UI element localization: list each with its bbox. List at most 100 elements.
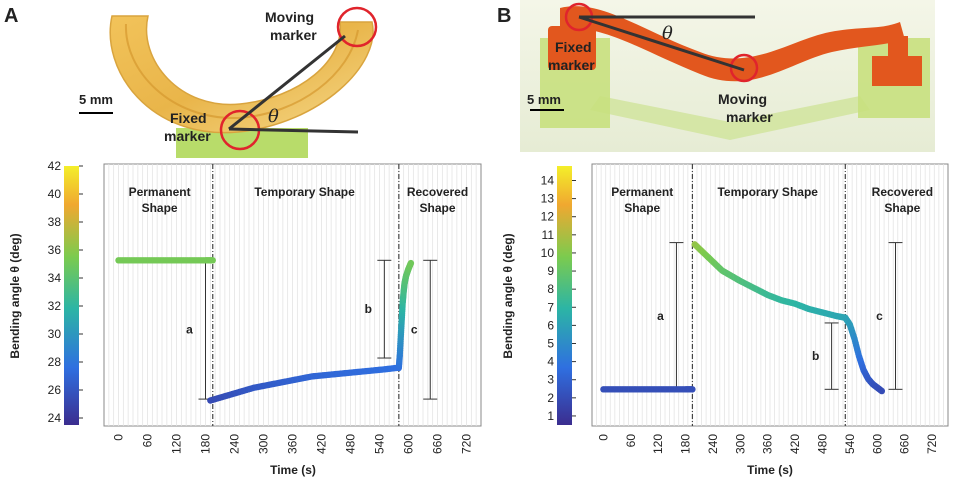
colorbar — [64, 166, 79, 425]
colorbar-tick-label: 40 — [48, 187, 62, 201]
x-tick-label: 0 — [596, 434, 610, 441]
fixed-marker-label-1: Fixed — [555, 39, 592, 55]
x-tick-label: 420 — [788, 434, 802, 454]
data-point — [209, 257, 216, 264]
x-tick-label: 0 — [112, 434, 126, 441]
theta-symbol: θ — [662, 23, 673, 44]
x-tick-label: 120 — [651, 434, 665, 454]
x-tick-label: 600 — [402, 434, 416, 454]
colorbar-tick-label: 36 — [48, 243, 62, 257]
x-tick-label: 360 — [761, 434, 775, 454]
x-tick-label: 240 — [706, 434, 720, 454]
bracket-c: c — [411, 259, 438, 400]
bracket-b: b — [365, 259, 392, 359]
colorbar-tick-label: 26 — [48, 383, 62, 397]
data-point — [689, 386, 696, 393]
y-axis-label: Bending angle θ (deg) — [8, 233, 22, 358]
colorbar-tick-label: 6 — [547, 318, 554, 332]
gridlines — [108, 164, 477, 426]
x-tick-label: 240 — [228, 434, 242, 454]
x-tick-label: 540 — [373, 434, 387, 454]
x-tick-label: 180 — [679, 434, 693, 454]
panel-label: A — [4, 5, 18, 27]
colorbar-tick-label: 32 — [48, 299, 62, 313]
green-holder — [176, 128, 308, 158]
bracket-label: a — [657, 309, 664, 323]
phase-label: Temporary Shape — [254, 185, 355, 199]
scale-bar-label: 5 mm — [527, 92, 561, 107]
x-tick-label: 660 — [431, 434, 445, 454]
x-tick-labels: 0 60 120 180 240 300 360 420 480 540 600 660 720 — [112, 434, 474, 454]
scale-bar-label: 5 mm — [79, 92, 113, 107]
x-tick-labels: 0 60 120 180 240 300 360 420 480 540 600 660 720 — [596, 434, 939, 454]
moving-marker-label-2: marker — [270, 27, 317, 43]
moving-marker-label-1: Moving — [265, 9, 314, 25]
phase-labels: Permanent Shape Temporary Shape Recovered Sh… — [611, 185, 933, 215]
series-temporary — [691, 241, 849, 321]
phase-label: Shape — [624, 201, 660, 215]
brackets: a b c — [186, 259, 438, 400]
moving-marker-circle — [729, 53, 759, 83]
bending-angle-chart-a: 24 26 28 30 32 34 36 38 40 42 Bending angle θ (de… — [8, 159, 482, 477]
x-tick-label: 180 — [199, 434, 213, 454]
series-permanent — [115, 257, 216, 264]
fixed-marker-label-2: marker — [164, 128, 211, 144]
x-tick-label: 60 — [624, 434, 638, 448]
panel-a: A 5 mm Moving marker Fixed marker θ 24 26… — [4, 5, 482, 477]
colorbar — [557, 166, 572, 425]
green-frame — [590, 96, 870, 140]
x-axis-label: Time (s) — [270, 463, 316, 477]
colorbar-tick-label: 28 — [48, 355, 62, 369]
panel-b: B 5 mm Fixed marker Moving marker θ — [497, 0, 949, 477]
phase-labels: Permanent Shape Temporary Shape Recovered Sh… — [129, 185, 469, 215]
colorbar-tick-label: 13 — [541, 192, 555, 206]
bracket-label: b — [365, 302, 372, 316]
series-permanent — [600, 386, 696, 393]
x-tick-label: 720 — [460, 434, 474, 454]
x-tick-label: 540 — [843, 434, 857, 454]
phase-label: Recovered — [872, 185, 933, 199]
colorbar-tick-label: 1 — [547, 409, 554, 423]
data-point — [407, 259, 415, 267]
colorbar-tick-label: 11 — [542, 228, 555, 242]
colorbar-tick-label: 2 — [547, 391, 554, 405]
colorbar-tick-label: 8 — [547, 282, 554, 296]
series-recovery — [842, 314, 886, 395]
bracket-label: a — [186, 323, 193, 337]
fixed-marker-label-1: Fixed — [170, 110, 207, 126]
series-temporary — [207, 364, 400, 404]
colorbar-tick-label: 3 — [547, 373, 554, 387]
specimen-photo: 5 mm Fixed marker Moving marker θ — [520, 0, 935, 152]
x-tick-label: 480 — [344, 434, 358, 454]
x-tick-label: 660 — [898, 434, 912, 454]
fixed-marker-label-2: marker — [548, 57, 595, 73]
moving-marker-circle — [336, 6, 378, 48]
colorbar-tick-label: 9 — [547, 264, 554, 278]
bracket-c: c — [876, 242, 903, 390]
data-points — [115, 257, 415, 404]
y-axis-label: Bending angle θ (deg) — [501, 233, 515, 358]
colorbar-tick-label: 12 — [541, 210, 555, 224]
x-tick-label: 720 — [925, 434, 939, 454]
colorbar-tick-label: 38 — [48, 215, 62, 229]
phase-boundaries — [691, 164, 846, 426]
x-axis-label: Time (s) — [747, 463, 793, 477]
colorbar-tick-label: 14 — [541, 173, 555, 187]
brackets: a b c — [657, 242, 903, 390]
moving-marker-label-1: Moving — [718, 91, 767, 107]
theta-symbol: θ — [268, 106, 279, 127]
colorbar-tick-label: 10 — [541, 246, 555, 260]
phase-label: Shape — [419, 201, 455, 215]
phase-label: Shape — [884, 201, 920, 215]
phase-label: Permanent — [611, 185, 673, 199]
panel-label: B — [497, 5, 511, 27]
specimen-photo: 5 mm Moving marker Fixed marker θ — [79, 6, 378, 158]
colorbar-tick-label: 7 — [547, 300, 554, 314]
bracket-label: b — [812, 349, 819, 363]
data-points — [600, 241, 886, 395]
colorbar-tick-label: 24 — [48, 411, 62, 425]
bracket-b: b — [812, 322, 839, 390]
